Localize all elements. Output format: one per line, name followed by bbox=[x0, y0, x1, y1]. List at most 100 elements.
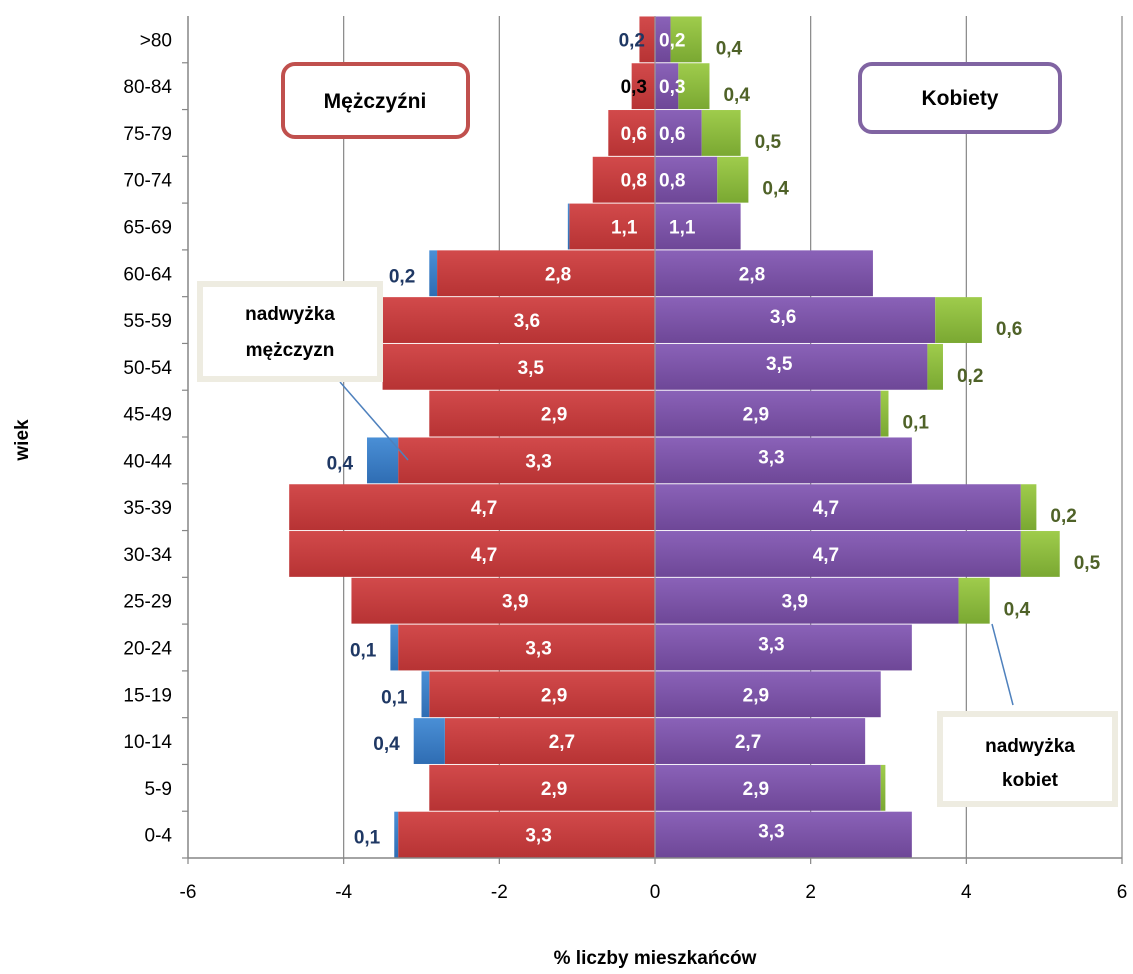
bar-women bbox=[655, 156, 718, 203]
men-legend-box: Mężczyźni bbox=[281, 62, 470, 139]
label-women: 4,7 bbox=[813, 498, 839, 519]
label-women: 3,3 bbox=[758, 635, 784, 656]
label-women-surplus: 0,4 bbox=[716, 38, 743, 59]
bar-women-surplus bbox=[701, 110, 741, 156]
x-tick-label: 0 bbox=[650, 882, 661, 903]
y-category-label: 5-9 bbox=[145, 779, 172, 800]
bars bbox=[289, 16, 1060, 858]
y-category-label: 40-44 bbox=[123, 451, 172, 472]
women-legend-label: Kobiety bbox=[921, 87, 998, 110]
bar-men-surplus bbox=[421, 671, 430, 718]
bar-men-surplus bbox=[413, 718, 445, 764]
bar-men-surplus bbox=[367, 437, 399, 484]
y-category-label: 65-69 bbox=[123, 218, 172, 239]
y-category-label: 10-14 bbox=[123, 732, 172, 753]
bar-men bbox=[639, 16, 655, 63]
bar-women bbox=[655, 624, 912, 671]
women-surplus-note: nadwyżka kobiet bbox=[937, 711, 1118, 807]
bar-women bbox=[655, 390, 881, 437]
label-men: 2,7 bbox=[549, 732, 575, 753]
women-surplus-note-line2: kobiet bbox=[1002, 770, 1059, 791]
label-women: 0,2 bbox=[659, 30, 685, 51]
label-women-surplus: 0,4 bbox=[723, 85, 750, 106]
bar-women bbox=[655, 484, 1021, 531]
men-surplus-note-line1: nadwyżka bbox=[245, 304, 335, 325]
bar-men bbox=[437, 250, 655, 297]
x-tick-label: 4 bbox=[961, 882, 972, 903]
data-labels: 0,2 0,2 0,4 0,3 0,3 0,4 0,6 0,6 0,5 0,8 0,8 0,4 1,1 1… bbox=[327, 30, 1101, 848]
x-tick-label: -4 bbox=[335, 882, 352, 903]
bar-men bbox=[398, 811, 655, 858]
label-men: 3,3 bbox=[525, 639, 551, 660]
bar-women bbox=[655, 110, 702, 156]
bar-women bbox=[655, 671, 881, 718]
label-women: 1,1 bbox=[669, 218, 696, 239]
label-women: 3,3 bbox=[758, 447, 784, 468]
bar-women-surplus bbox=[958, 577, 990, 624]
y-category-label: 70-74 bbox=[123, 171, 172, 192]
bar-men-surplus bbox=[429, 250, 438, 297]
y-category-label: 50-54 bbox=[123, 358, 172, 379]
bar-women bbox=[655, 16, 671, 63]
bar-men bbox=[631, 63, 655, 110]
y-category-label: 45-49 bbox=[123, 405, 172, 426]
label-women: 3,5 bbox=[766, 354, 793, 375]
label-men-surplus: 0,1 bbox=[381, 687, 408, 708]
x-tick-label: 2 bbox=[805, 882, 816, 903]
x-tick-label: 6 bbox=[1117, 882, 1128, 903]
bar-men bbox=[382, 343, 655, 390]
label-women-surplus: 0,1 bbox=[903, 413, 930, 434]
label-men-surplus: 0,1 bbox=[350, 641, 377, 662]
bar-men bbox=[429, 390, 655, 437]
men-legend-label: Mężczyźni bbox=[324, 90, 427, 113]
label-women: 0,6 bbox=[659, 124, 685, 145]
label-men: 0,3 bbox=[621, 77, 647, 98]
women-note-connector bbox=[991, 623, 1014, 706]
label-women: 2,8 bbox=[739, 264, 765, 285]
label-men: 0,2 bbox=[619, 30, 645, 51]
women-legend-box: Kobiety bbox=[858, 62, 1062, 134]
bar-women-surplus bbox=[935, 297, 982, 343]
label-women-surplus: 0,2 bbox=[957, 366, 983, 387]
bar-men bbox=[398, 624, 655, 671]
label-women-surplus: 0,2 bbox=[1050, 506, 1076, 527]
bar-women bbox=[655, 250, 873, 297]
bar-men-surplus bbox=[567, 203, 570, 250]
bar-women bbox=[655, 297, 936, 343]
bar-women-surplus bbox=[717, 156, 749, 203]
bar-men bbox=[608, 110, 655, 156]
y-category-label: 60-64 bbox=[123, 264, 172, 285]
men-note-connector bbox=[339, 381, 409, 461]
label-men: 0,8 bbox=[621, 171, 647, 192]
bar-women-surplus bbox=[678, 63, 710, 110]
label-men-surplus: 0,2 bbox=[389, 266, 415, 287]
label-women-surplus: 0,5 bbox=[1074, 553, 1101, 574]
y-category-label: 0-4 bbox=[145, 826, 173, 847]
label-men: 2,9 bbox=[541, 405, 567, 426]
label-women: 0,3 bbox=[659, 77, 685, 98]
bar-women-surplus bbox=[927, 343, 943, 390]
bar-women bbox=[655, 63, 679, 110]
label-men-surplus: 0,4 bbox=[373, 734, 400, 755]
bar-women-surplus bbox=[880, 390, 889, 437]
label-women: 2,7 bbox=[735, 732, 761, 753]
bar-women bbox=[655, 203, 741, 250]
y-category-label: 55-59 bbox=[123, 311, 172, 332]
men-surplus-note-line2: mężczyzn bbox=[246, 340, 335, 361]
bar-men bbox=[351, 577, 655, 624]
label-men-surplus: 0,4 bbox=[327, 453, 354, 474]
bar-women bbox=[655, 811, 912, 858]
label-women: 0,8 bbox=[659, 171, 685, 192]
bar-men bbox=[398, 437, 655, 484]
axes: -6 -4 -2 0 2 4 6 >80 80-84 75-79 70-74 65-69 60-64 55… bbox=[123, 16, 1127, 903]
bar-men-surplus bbox=[390, 624, 399, 671]
label-men: 3,3 bbox=[525, 826, 551, 847]
bar-men bbox=[592, 156, 655, 203]
x-tick-label: -2 bbox=[491, 882, 508, 903]
label-men: 4,7 bbox=[471, 545, 497, 566]
bar-men bbox=[429, 764, 655, 811]
label-men: 2,8 bbox=[545, 264, 571, 285]
bar-men bbox=[569, 203, 655, 250]
x-tick-label: -6 bbox=[180, 882, 197, 903]
